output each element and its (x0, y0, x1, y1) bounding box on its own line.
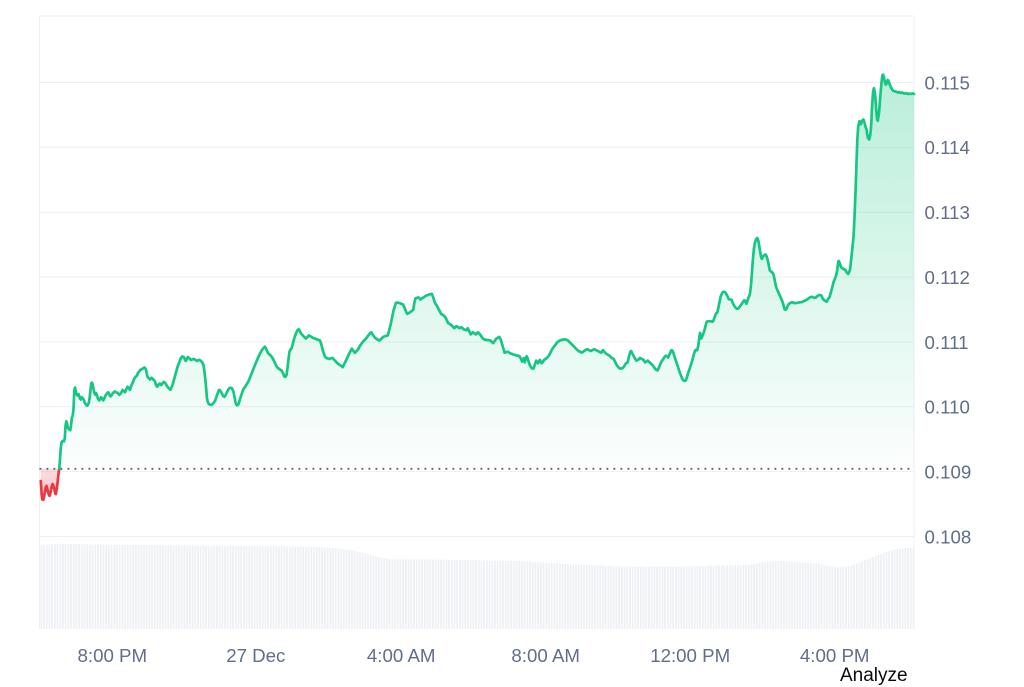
svg-text:27 Dec: 27 Dec (226, 645, 285, 666)
svg-text:0.111: 0.111 (925, 332, 969, 353)
svg-text:4:00 AM: 4:00 AM (367, 645, 436, 666)
svg-text:0.113: 0.113 (925, 202, 970, 223)
svg-text:12:00 PM: 12:00 PM (650, 645, 730, 666)
svg-text:0.115: 0.115 (925, 72, 970, 93)
svg-text:0.108: 0.108 (925, 526, 972, 547)
svg-text:0.109: 0.109 (925, 462, 972, 483)
svg-text:4:00 PM: 4:00 PM (800, 645, 870, 666)
svg-text:0.112: 0.112 (925, 267, 970, 288)
svg-text:8:00 PM: 8:00 PM (77, 645, 147, 666)
svg-text:0.110: 0.110 (925, 397, 970, 418)
svg-text:0.114: 0.114 (925, 137, 970, 158)
svg-text:8:00 AM: 8:00 AM (511, 645, 580, 666)
